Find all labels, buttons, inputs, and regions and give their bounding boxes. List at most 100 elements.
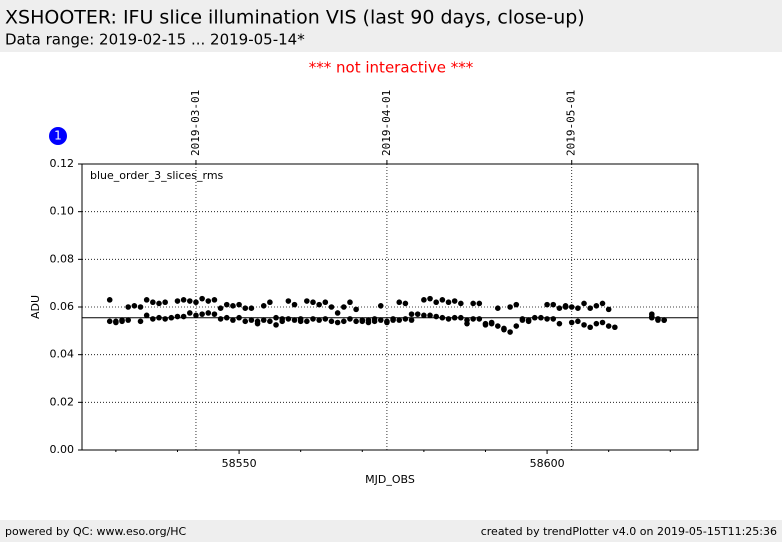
data-point [304, 298, 310, 304]
data-point [568, 319, 575, 326]
data-point [439, 314, 446, 321]
data-point [143, 312, 150, 319]
data-point [451, 298, 458, 304]
data-point [396, 317, 403, 323]
x2-tick-label: 2019-04-01 [380, 90, 393, 156]
data-point [445, 316, 452, 322]
data-point [205, 310, 212, 316]
data-point [199, 295, 205, 302]
data-point [470, 300, 476, 307]
header-band [0, 0, 782, 52]
data-point [433, 313, 440, 320]
data-point [230, 317, 236, 323]
data-point [297, 316, 304, 322]
data-point [334, 319, 341, 326]
y-tick-label: 0.06 [50, 300, 75, 313]
data-point [236, 314, 242, 321]
data-point [439, 297, 446, 303]
data-point [322, 299, 329, 306]
y-tick-label: 0.02 [50, 395, 75, 408]
page-title: XSHOOTER: IFU slice illumination VIS (la… [5, 7, 585, 29]
data-point [427, 312, 433, 319]
data-point [408, 317, 415, 323]
y-tick-label: 0.04 [50, 348, 75, 361]
data-point [180, 313, 187, 320]
data-point [242, 318, 249, 325]
data-point [396, 299, 403, 306]
data-point [550, 316, 557, 322]
data-point [525, 317, 532, 323]
data-point [433, 299, 440, 306]
y-tick-label: 0.00 [50, 443, 75, 456]
data-point [575, 305, 581, 311]
data-point [581, 300, 587, 307]
data-point [304, 318, 310, 325]
data-point [421, 312, 427, 319]
data-point [248, 317, 255, 323]
data-point [488, 320, 495, 327]
y-tick-label: 0.08 [50, 252, 75, 265]
data-point [470, 316, 476, 322]
data-point [587, 324, 593, 331]
data-point [187, 310, 193, 316]
data-point [328, 318, 335, 325]
badge: 1 [54, 129, 62, 143]
data-point [341, 318, 347, 325]
data-point [248, 305, 255, 311]
data-point [310, 316, 316, 322]
data-point [581, 322, 587, 328]
data-point [593, 320, 600, 327]
data-point [273, 322, 279, 328]
data-point [501, 326, 507, 333]
data-point [451, 314, 458, 321]
data-point [384, 319, 390, 326]
data-point [316, 317, 322, 323]
data-point [285, 298, 292, 304]
y-tick-label: 0.12 [50, 157, 75, 170]
data-point [267, 318, 273, 325]
data-point [353, 318, 359, 325]
data-point [661, 317, 667, 323]
x-axis-label: MJD_OBS [365, 473, 415, 486]
data-point [230, 303, 236, 309]
data-point [359, 318, 366, 325]
data-point [162, 316, 168, 322]
data-point [421, 297, 427, 303]
data-point [328, 304, 335, 310]
data-point [544, 301, 550, 308]
plot-frame [81, 163, 699, 451]
data-point [143, 297, 150, 303]
data-point [291, 317, 298, 323]
data-point [156, 300, 162, 307]
data-point [550, 301, 557, 308]
data-point [217, 305, 224, 311]
data-point [291, 301, 298, 308]
data-point [365, 319, 372, 326]
data-point [162, 299, 168, 306]
data-point [568, 304, 575, 310]
data-point [513, 301, 520, 308]
data-point [285, 316, 292, 322]
data-point [599, 319, 606, 326]
data-point [125, 317, 131, 323]
data-point [341, 304, 347, 310]
data-point [612, 324, 618, 331]
x2-tick-label: 2019-03-01 [189, 90, 202, 156]
x-tick-label: 58550 [222, 457, 257, 470]
data-point [556, 305, 563, 311]
data-point [174, 313, 181, 320]
data-point [458, 314, 464, 321]
data-point [347, 299, 353, 306]
footer-left: powered by QC: www.eso.org/HC [5, 525, 187, 538]
data-point [205, 298, 212, 304]
data-point [106, 297, 113, 303]
data-point [575, 318, 581, 325]
data-point [495, 305, 501, 311]
data-point [482, 322, 489, 328]
data-point [260, 303, 267, 309]
data-point [119, 317, 125, 323]
data-point [131, 303, 138, 309]
data-point [464, 317, 470, 323]
data-point [193, 299, 199, 306]
